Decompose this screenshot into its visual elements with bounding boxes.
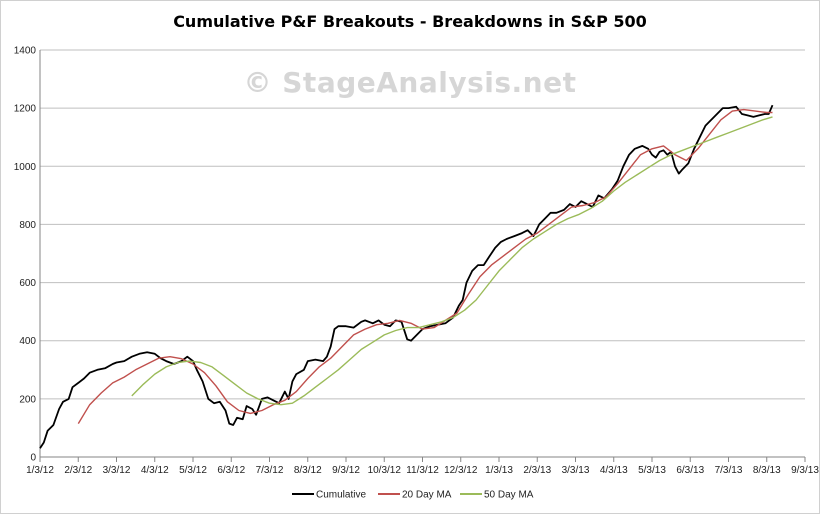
series-line-cumulative xyxy=(39,104,774,449)
x-tick-label: 7/3/12 xyxy=(256,465,284,476)
legend: Cumulative 20 Day MA 50 Day MA xyxy=(292,490,534,501)
series-line-50-day-ma xyxy=(131,116,773,406)
y-tick-label: 400 xyxy=(19,336,36,347)
x-tick-label: 3/3/12 xyxy=(103,465,131,476)
x-tick-label: 4/3/13 xyxy=(600,465,628,476)
x-tick-label: 5/3/12 xyxy=(179,465,207,476)
legend-label: Cumulative xyxy=(316,490,366,501)
x-tick-label: 5/3/13 xyxy=(638,465,666,476)
x-tick-labels: 1/3/12 2/3/12 3/3/12 4/3/12 5/3/12 6/3/12 7/3/… xyxy=(26,465,819,476)
legend-label: 50 Day MA xyxy=(484,490,534,501)
y-tick-labels: 0 200 400 600 800 1000 1200 1400 xyxy=(14,46,37,464)
x-tick-label: 6/3/13 xyxy=(676,465,704,476)
x-tick-label: 3/3/13 xyxy=(562,465,590,476)
x-tick-label: 8/3/13 xyxy=(753,465,781,476)
chart-title: Cumulative P&F Breakouts - Breakdowns in… xyxy=(173,12,647,31)
series-lines xyxy=(39,104,774,449)
x-tick-label: 2/3/13 xyxy=(523,465,551,476)
x-tick-label: 12/3/12 xyxy=(444,465,478,476)
y-tick-label: 600 xyxy=(19,278,36,289)
copyright-watermark: © StageAnalysis.net xyxy=(243,66,577,99)
y-tick-label: 200 xyxy=(19,394,36,405)
legend-label: 20 Day MA xyxy=(402,490,452,501)
x-tick-label: 10/3/12 xyxy=(368,465,402,476)
x-tick-label: 7/3/13 xyxy=(715,465,743,476)
x-tick-label: 8/3/12 xyxy=(294,465,322,476)
x-tick-label: 9/3/12 xyxy=(332,465,360,476)
x-tick-label: 2/3/12 xyxy=(64,465,92,476)
y-tick-label: 1200 xyxy=(14,104,37,115)
x-tick-label: 1/3/13 xyxy=(485,465,513,476)
y-tick-label: 0 xyxy=(30,453,36,464)
x-tick-label: 9/3/13 xyxy=(791,465,819,476)
x-tick-label: 6/3/12 xyxy=(217,465,245,476)
series-line-20-day-ma xyxy=(77,108,773,424)
axes xyxy=(39,50,806,462)
y-tick-label: 1000 xyxy=(14,162,37,173)
x-tick-label: 11/3/12 xyxy=(406,465,439,476)
x-tick-label: 4/3/12 xyxy=(141,465,169,476)
y-tick-label: 1400 xyxy=(14,46,37,57)
y-tick-label: 800 xyxy=(19,220,36,231)
x-tick-label: 1/3/12 xyxy=(26,465,54,476)
gridlines xyxy=(40,49,805,400)
